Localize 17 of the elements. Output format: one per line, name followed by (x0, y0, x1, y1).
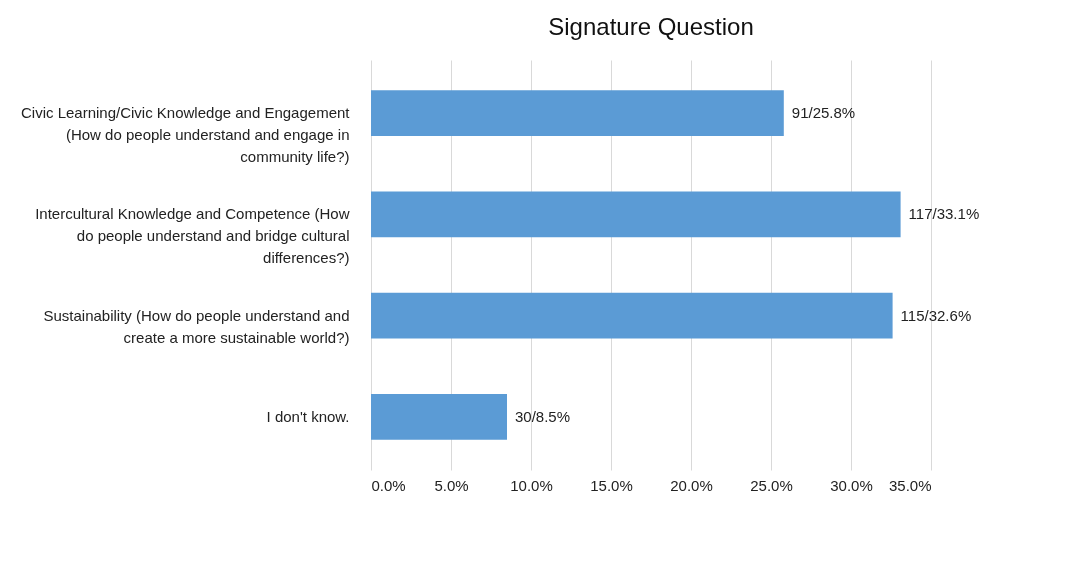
x-tick-label: 15.0% (590, 476, 633, 494)
y-tick-label: Sustainability (How do people understand and create a more sustainable world?) (43, 306, 350, 346)
data-label: 30/8.5% (515, 407, 571, 425)
y-tick-label: Intercultural Knowledge and Competence (How do people understand and bridge cultural differences?) (35, 205, 350, 267)
x-tick-label: 20.0% (670, 476, 713, 494)
x-tick-label: 30.0% (830, 476, 873, 494)
data-label: 91/25.8% (791, 104, 856, 122)
data-label: 117/33.1% (908, 205, 980, 223)
x-tick-label: 0.0% (371, 476, 406, 494)
x-tick-label: 25.0% (750, 476, 793, 494)
x-tick-label: 35.0% (888, 476, 932, 494)
x-tick-label: 10.0% (510, 476, 553, 494)
x-tick-label: 5.0% (434, 476, 469, 494)
y-tick-label: I don't know. (266, 407, 350, 425)
y-tick-label: Civic Learning/Civic Knowledge and Engagement (How do people understand and engage in community life?) (20, 104, 351, 166)
chart-title: Signature Question (548, 13, 754, 40)
data-label: 115/32.6% (900, 306, 972, 324)
